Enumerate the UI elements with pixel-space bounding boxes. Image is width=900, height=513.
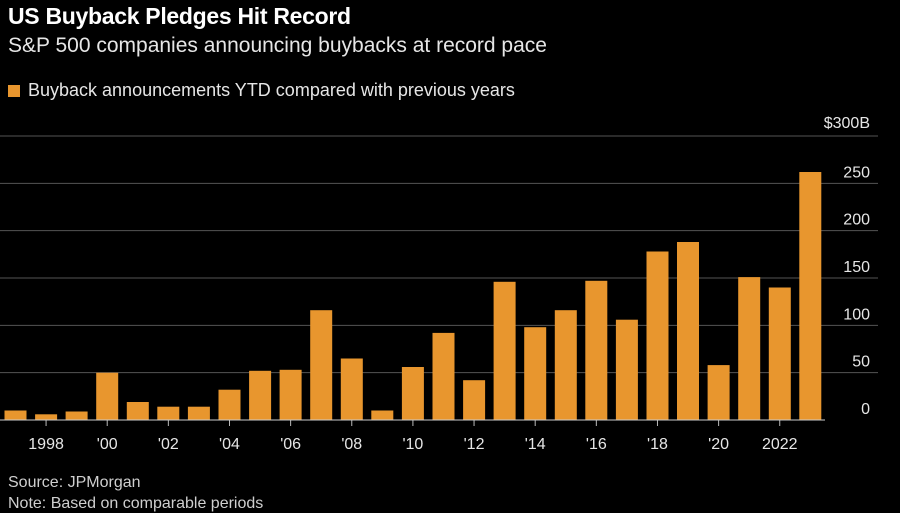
x-tick-label: 2022 xyxy=(762,436,798,453)
bar xyxy=(371,410,394,420)
x-tick-label: '14 xyxy=(525,436,546,453)
legend-swatch xyxy=(8,84,20,97)
y-tick-label: 50 xyxy=(852,354,870,371)
chart-title: US Buyback Pledges Hit Record xyxy=(8,3,351,29)
x-tick-label: '18 xyxy=(647,436,668,453)
bar xyxy=(707,365,730,420)
y-tick-label: $300B xyxy=(824,115,870,132)
x-tick-label: '10 xyxy=(402,436,423,453)
y-tick-label: 200 xyxy=(843,212,870,229)
bar xyxy=(768,287,791,420)
x-tick-label: '06 xyxy=(280,436,301,453)
x-tick-label: 1998 xyxy=(28,436,64,453)
bar xyxy=(187,406,210,420)
footnote: Note: Based on comparable periods xyxy=(8,495,264,512)
x-tick-label: '20 xyxy=(708,436,729,453)
x-tick-label: '02 xyxy=(158,436,179,453)
bar-chart: 0 50 100 150 200 250 $300B 1998 '00 '02 '04 '06 '08 '… xyxy=(0,115,878,453)
bar xyxy=(96,372,119,420)
x-tick-label: '04 xyxy=(219,436,240,453)
chart-subtitle: S&P 500 companies announcing buybacks at… xyxy=(8,34,547,57)
x-tick-label: '08 xyxy=(341,436,362,453)
y-tick-label: 0 xyxy=(861,401,870,418)
x-tick-label: '00 xyxy=(97,436,118,453)
bar xyxy=(249,370,272,420)
bar xyxy=(463,380,486,420)
bar xyxy=(401,367,424,420)
bar xyxy=(35,414,58,420)
x-tick-label: '12 xyxy=(464,436,485,453)
bar xyxy=(677,242,699,420)
bar xyxy=(218,389,241,420)
bar xyxy=(310,310,333,420)
bar xyxy=(340,358,363,420)
bar xyxy=(432,332,455,420)
bar xyxy=(738,277,761,420)
bar xyxy=(585,280,608,420)
legend-label: Buyback announcements YTD compared with … xyxy=(28,80,515,100)
x-tick-label: '16 xyxy=(586,436,607,453)
bar xyxy=(126,402,149,420)
bar xyxy=(615,319,638,420)
y-tick-label: 150 xyxy=(843,259,870,276)
bar xyxy=(646,251,669,420)
bar xyxy=(493,281,516,420)
bar xyxy=(524,327,547,420)
source-note: Source: JPMorgan xyxy=(8,474,141,491)
y-tick-label: 100 xyxy=(843,306,870,323)
y-tick-label: 250 xyxy=(843,164,870,181)
legend: Buyback announcements YTD compared with … xyxy=(8,80,515,101)
bar xyxy=(65,411,88,420)
bar xyxy=(279,369,302,420)
bar xyxy=(799,172,822,420)
bar xyxy=(4,410,27,420)
bar xyxy=(554,310,577,420)
bar xyxy=(157,406,180,420)
